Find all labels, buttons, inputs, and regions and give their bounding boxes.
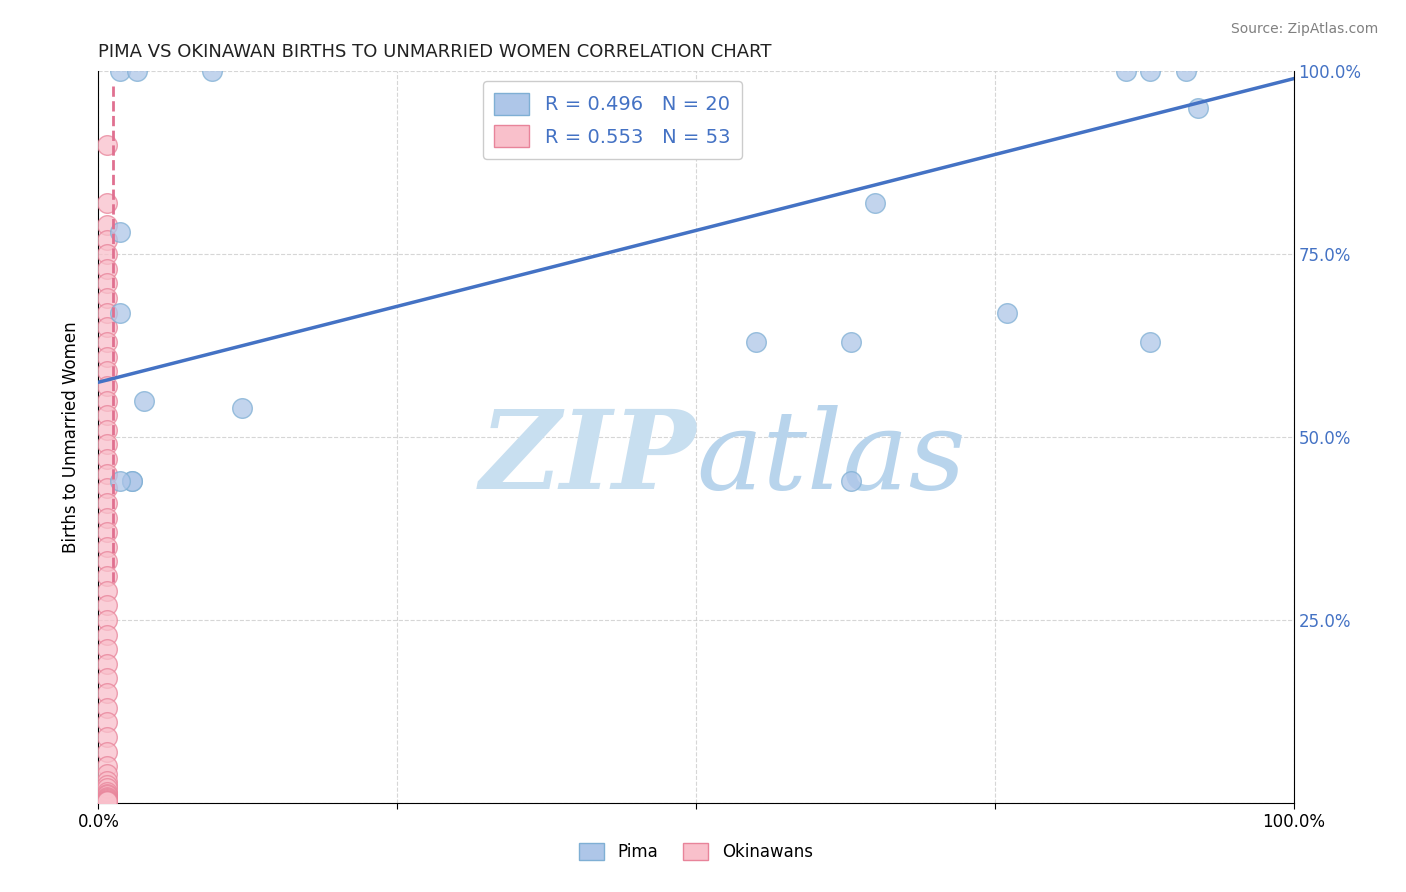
Point — [96, 554, 118, 568]
Point — [96, 627, 118, 641]
Point — [96, 792, 118, 806]
Point — [96, 672, 118, 686]
Point — [1115, 64, 1137, 78]
Point — [96, 481, 118, 495]
Point — [96, 306, 118, 320]
Text: atlas: atlas — [696, 405, 966, 513]
Point — [96, 793, 118, 807]
Point — [96, 785, 118, 799]
Point — [96, 137, 118, 152]
Point — [96, 437, 118, 451]
Point — [96, 794, 118, 808]
Point — [125, 64, 148, 78]
Text: PIMA VS OKINAWAN BIRTHS TO UNMARRIED WOMEN CORRELATION CHART: PIMA VS OKINAWAN BIRTHS TO UNMARRIED WOM… — [98, 44, 772, 62]
Point — [96, 291, 118, 305]
Point — [96, 789, 118, 803]
Text: ZIP: ZIP — [479, 405, 696, 513]
Point — [96, 686, 118, 700]
Point — [108, 64, 131, 78]
Point — [96, 599, 118, 613]
Point — [96, 766, 118, 780]
Point — [96, 364, 118, 378]
Point — [96, 350, 118, 364]
Y-axis label: Births to Unmarried Women: Births to Unmarried Women — [62, 321, 80, 553]
Point — [96, 569, 118, 583]
Point — [96, 408, 118, 422]
Point — [96, 496, 118, 510]
Point — [96, 789, 118, 804]
Text: Source: ZipAtlas.com: Source: ZipAtlas.com — [1230, 22, 1378, 37]
Point — [96, 196, 118, 211]
Point — [96, 715, 118, 730]
Point — [1139, 64, 1161, 78]
Point — [96, 320, 118, 334]
Point — [96, 247, 118, 261]
Point — [96, 781, 118, 796]
Point — [96, 777, 118, 792]
Point — [1139, 334, 1161, 349]
Point — [96, 218, 118, 232]
Point — [96, 334, 118, 349]
Point — [108, 474, 131, 488]
Point — [96, 613, 118, 627]
Point — [96, 467, 118, 481]
Point — [841, 334, 863, 349]
Point — [96, 773, 118, 788]
Point — [96, 261, 118, 276]
Point — [96, 787, 118, 801]
Point — [96, 379, 118, 393]
Point — [96, 277, 118, 291]
Point — [745, 334, 768, 349]
Point — [231, 401, 253, 415]
Point — [96, 525, 118, 540]
Point — [1175, 64, 1198, 78]
Point — [121, 474, 143, 488]
Point — [96, 794, 118, 808]
Point — [96, 642, 118, 657]
Point — [96, 700, 118, 714]
Point — [201, 64, 224, 78]
Point — [96, 452, 118, 467]
Point — [841, 474, 863, 488]
Point — [863, 196, 887, 211]
Point — [108, 306, 131, 320]
Point — [96, 393, 118, 408]
Point — [96, 510, 118, 524]
Point — [96, 745, 118, 759]
Point — [96, 791, 118, 805]
Point — [132, 393, 155, 408]
Point — [96, 583, 118, 598]
Point — [995, 306, 1018, 320]
Point — [96, 657, 118, 671]
Point — [96, 730, 118, 744]
Point — [96, 540, 118, 554]
Legend: Pima, Okinawans: Pima, Okinawans — [572, 836, 820, 868]
Point — [96, 423, 118, 437]
Point — [108, 225, 131, 239]
Point — [96, 233, 118, 247]
Point — [96, 759, 118, 773]
Point — [1187, 101, 1209, 115]
Point — [121, 474, 143, 488]
